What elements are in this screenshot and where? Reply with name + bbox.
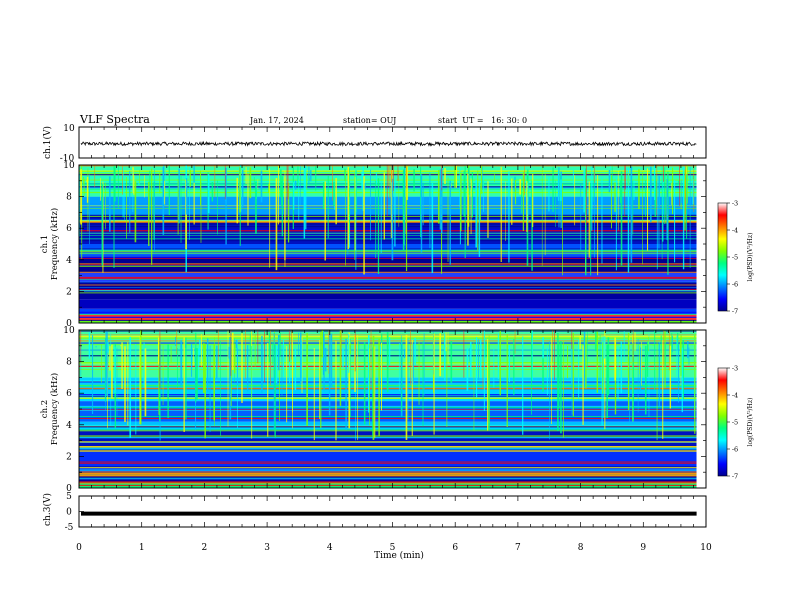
colorbar-tick-label: -5 [732, 419, 738, 427]
frequency-axis-label: Frequency (kHz) [49, 208, 60, 280]
x-axis-label: Time (min) [374, 550, 424, 561]
ch1-ytick-top: 10 [63, 124, 75, 134]
y-tick-label: 10 [63, 326, 75, 336]
x-tick-label: 0 [76, 543, 82, 553]
ch1-signal-line [80, 140, 697, 147]
x-tick-label: 3 [264, 543, 270, 553]
x-tick-label: 8 [578, 543, 584, 553]
y-tick-label: 0 [66, 484, 72, 494]
colorbar-tick-label: -3 [732, 200, 738, 208]
y-tick-label: 4 [66, 421, 72, 431]
colorbar-tick-label: -4 [732, 227, 738, 235]
colorbar-tick-label: -7 [732, 473, 738, 481]
spectrogram-band [79, 431, 697, 449]
colorbar-tick-label: -5 [732, 254, 738, 262]
ch1-label: ch.1 [40, 235, 50, 253]
spectrogram-ch2-panel: 0 2 4 6 8 10 ch.2 Frequency (kHz) -3 -4 -5 -6 -7 log(… [40, 326, 754, 494]
ch3-ytick-label: 0 [66, 508, 72, 518]
start-time-label: start UT = 16: 30: 0 [438, 116, 528, 125]
colorbar [717, 367, 728, 477]
x-tick-label: 7 [515, 543, 521, 553]
ch1-waveform-panel: 10 -10 ch.1(V) [42, 124, 707, 164]
spectrogram-band [79, 299, 697, 309]
y-tick-label: 0 [66, 319, 72, 329]
colorbar [717, 202, 728, 312]
ch3-ylabel: ch.3(V) [42, 493, 53, 526]
colorbar-label: log(PSD)(V²/Hz) [747, 398, 754, 447]
colorbar-tick-label: -3 [732, 365, 738, 373]
x-tick-label: 9 [640, 543, 646, 553]
y-tick-label: 6 [66, 224, 72, 234]
station-label: station= OUJ [343, 116, 397, 125]
x-tick-label: 10 [700, 543, 712, 553]
figure-title: VLF Spectra [80, 113, 150, 126]
frequency-axis-label: Frequency (kHz) [49, 373, 60, 445]
ch1-ylabel: ch.1(V) [42, 126, 53, 159]
y-tick-label: 8 [66, 193, 72, 203]
y-tick-label: 2 [66, 452, 72, 462]
ch2-label: ch.2 [40, 400, 50, 418]
spectrogram-ch1-panel: 0 2 4 6 8 10 ch.1 Frequency (kHz) -3 -4 -5 -6 -7 log(… [40, 161, 754, 329]
x-tick-label: 1 [139, 543, 145, 553]
y-tick-label: 4 [66, 256, 72, 266]
colorbar-tick-label: -7 [732, 308, 738, 316]
x-tick-label: 6 [452, 543, 458, 553]
colorbar-tick-label: -6 [732, 446, 738, 454]
ch1-ytick-bottom: -10 [60, 154, 75, 164]
colorbar-label: log(PSD)(V²/Hz) [747, 233, 754, 282]
spectrogram-band [79, 472, 697, 482]
y-tick-label: 6 [66, 389, 72, 399]
spectrogram-band [79, 448, 697, 473]
ch3-ytick-label: 5 [66, 492, 72, 502]
x-tick-label: 2 [202, 543, 208, 553]
x-tick-label: 4 [327, 543, 333, 553]
ch3-ytick-label: -5 [65, 523, 74, 533]
colorbar-tick-label: -4 [732, 392, 738, 400]
date-label: Jan. 17, 2024 [250, 116, 304, 125]
x-tick-label: 5 [390, 543, 396, 553]
spectrogram-band [79, 308, 697, 315]
y-tick-label: 2 [66, 287, 72, 297]
no-data-area [696, 330, 706, 488]
colorbar-tick-label: -6 [732, 281, 738, 289]
y-tick-label: 8 [66, 358, 72, 368]
no-data-area [696, 165, 706, 323]
y-tick-label: 10 [63, 161, 75, 171]
